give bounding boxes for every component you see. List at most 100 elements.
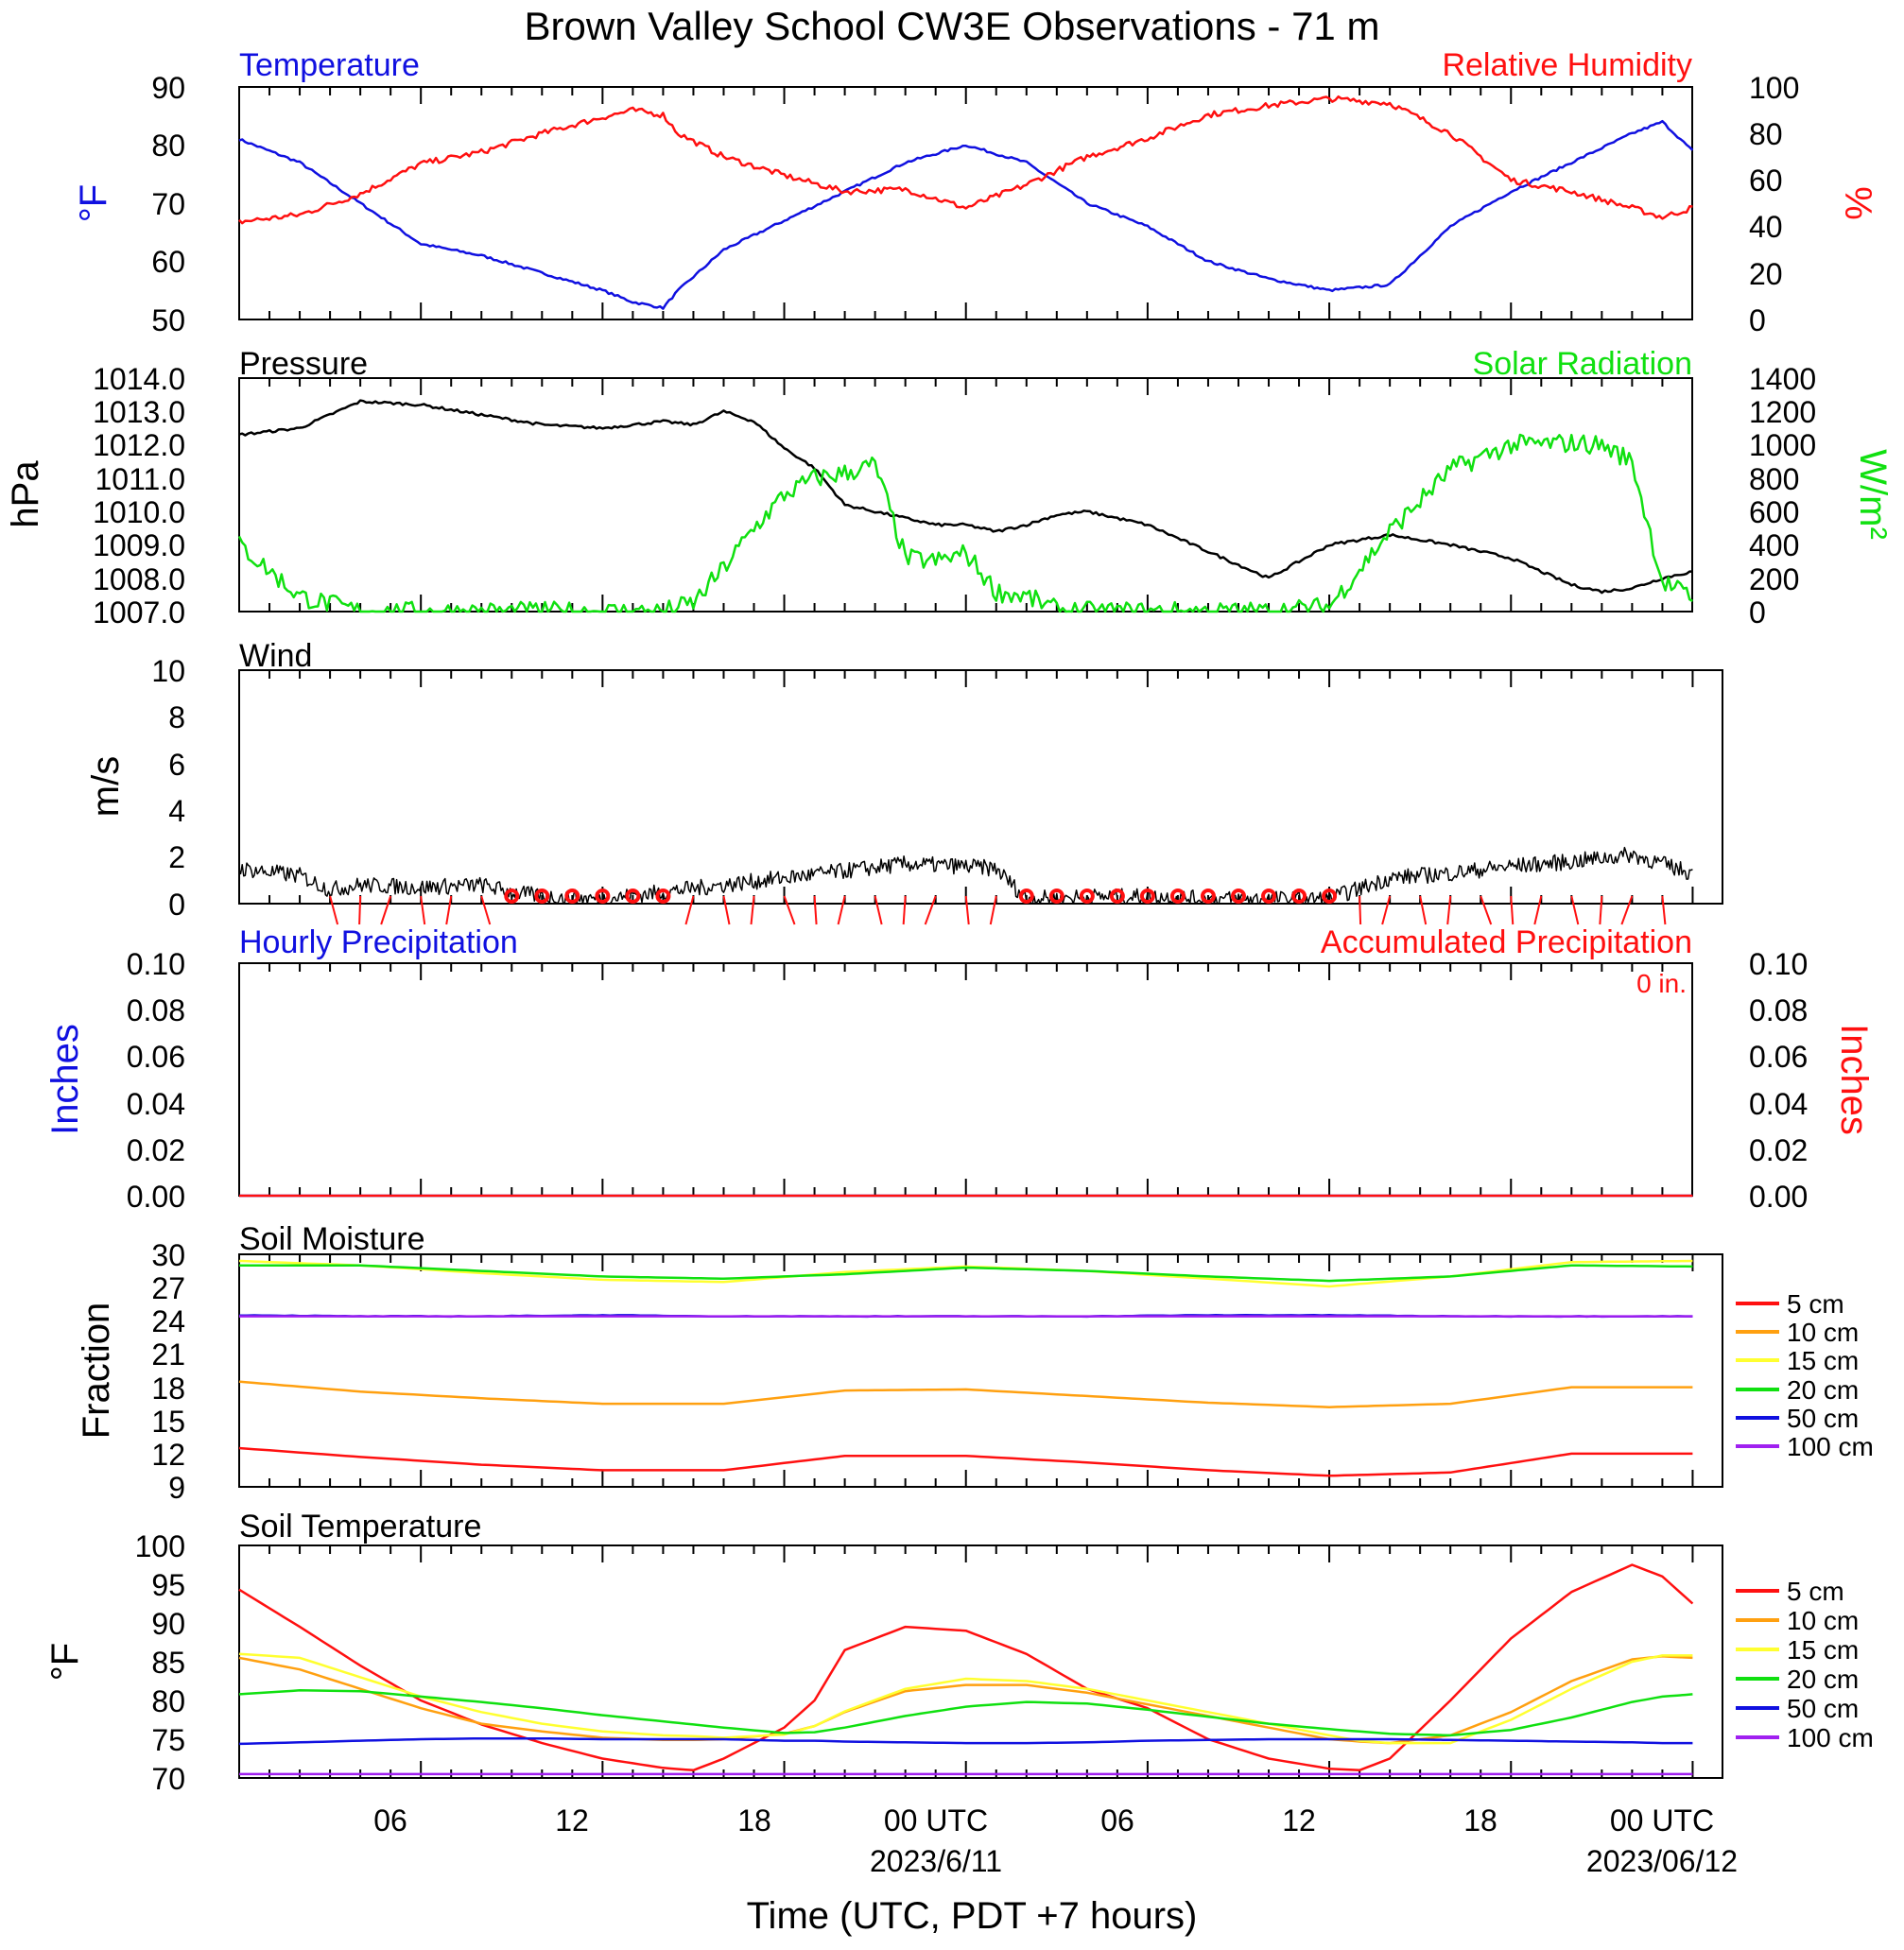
st-legend-label-10cm: 10 cm (1787, 1606, 1859, 1635)
sm-legend-label-10cm: 10 cm (1787, 1318, 1859, 1347)
wind-barb (684, 895, 695, 925)
precip-right-tick-labels: 0.10 0.08 0.06 0.04 0.02 0.00 (1749, 947, 1808, 1214)
temp-tick-70: 70 (151, 187, 185, 221)
wind-barb (1446, 895, 1452, 925)
wind-barb (813, 895, 818, 925)
wind-barb (1620, 895, 1634, 925)
solar-radiation-line (237, 433, 1693, 613)
wind-barb (750, 895, 755, 925)
solar-right-tick-labels: 1400 1200 1000 800 600 400 200 0 (1749, 362, 1816, 630)
wind-barb (722, 895, 731, 925)
temp-left-tick-labels: 90 80 70 60 50 (151, 71, 185, 337)
wind-tick-0: 0 (168, 888, 185, 922)
wind-barb (1661, 895, 1667, 925)
wind-tick-2: 2 (168, 840, 185, 874)
wind-barb (329, 895, 339, 925)
soil-temp-tick-labels: 100 95 90 85 80 75 70 (135, 1529, 185, 1796)
wind-calm-marker (595, 889, 611, 904)
sm-tick-30: 30 (151, 1238, 185, 1272)
date-label-day3: 2023/06/12 (1586, 1844, 1738, 1878)
x-tick-00utc-day2: 00 UTC (884, 1803, 988, 1838)
wind-barb (1510, 895, 1515, 925)
wind-barb (874, 895, 883, 925)
chart-title: Brown Valley School CW3E Observations - … (525, 4, 1380, 48)
wind-calm-marker (1230, 889, 1246, 904)
pressure-title: Pressure (239, 346, 368, 382)
wind-barb (902, 895, 907, 925)
wind-barb (964, 895, 970, 925)
date-label-day2: 2023/6/11 (870, 1844, 1002, 1878)
soil-moisture-tick-labels: 30 27 24 21 18 15 12 9 (151, 1238, 185, 1505)
soil-moisture-5cm-line (238, 1446, 1693, 1477)
pressure-left-tick-labels: 1014.0 1013.0 1012.0 1011.0 1010.0 1009.… (93, 362, 185, 630)
sm-tick-21: 21 (151, 1337, 185, 1372)
wind-calm-marker (534, 889, 550, 904)
sm-legend-label-5cm: 5 cm (1787, 1289, 1844, 1319)
wind-title: Wind (239, 638, 312, 674)
st-legend-label-15cm: 15 cm (1787, 1635, 1859, 1665)
st-legend-label-100cm: 100 cm (1787, 1723, 1874, 1752)
soil-moisture-20cm-line (239, 1264, 1693, 1283)
rh-tick-40: 40 (1749, 210, 1783, 244)
precip-left-tick-0.10: 0.10 (127, 947, 185, 981)
soil-temp-15cm-line (238, 1652, 1693, 1745)
wind-calm-marker (1018, 889, 1034, 904)
soil-temp-50cm-line (238, 1736, 1693, 1746)
x-tick-06-day2: 06 (1100, 1803, 1134, 1838)
temp-title: Temperature (239, 47, 420, 83)
sm-tick-9: 9 (168, 1471, 185, 1505)
wind-barb (445, 895, 453, 925)
pressure-line (238, 399, 1693, 595)
precip-left-tick-0.00: 0.00 (127, 1180, 185, 1214)
rh-tick-20: 20 (1749, 257, 1783, 291)
wind-tick-10: 10 (151, 654, 185, 688)
temperature-line (238, 119, 1694, 310)
wind-barb (358, 895, 362, 925)
wind-barb (924, 895, 937, 925)
wind-calm-marker (1139, 889, 1155, 904)
sm-legend-label-50cm: 50 cm (1787, 1404, 1859, 1433)
st-tick-100: 100 (135, 1529, 185, 1563)
wind-calm-marker (504, 889, 520, 904)
wind-barb (420, 895, 426, 925)
soil-moisture-10cm-line (238, 1380, 1693, 1408)
precip-right-tick-0.10: 0.10 (1749, 947, 1808, 981)
solar-tick-1400: 1400 (1749, 362, 1816, 396)
temp-tick-90: 90 (151, 71, 185, 105)
wind-barb (1599, 895, 1603, 925)
precip-left-tick-0.04: 0.04 (127, 1087, 185, 1121)
wind-barb (480, 895, 492, 925)
solar-tick-400: 400 (1749, 528, 1799, 562)
precip-right-tick-0.00: 0.00 (1749, 1180, 1808, 1214)
wind-barb (837, 895, 846, 925)
precip-left-tick-0.02: 0.02 (127, 1133, 185, 1167)
st-tick-90: 90 (151, 1607, 185, 1641)
x-axis-title: Time (UTC, PDT +7 hours) (747, 1895, 1198, 1937)
pressure-tick-1010: 1010.0 (93, 495, 185, 529)
solar-tick-800: 800 (1749, 462, 1799, 496)
sm-tick-12: 12 (151, 1438, 185, 1472)
wind-calm-marker (1291, 889, 1307, 904)
solar-title: Solar Radiation (1473, 346, 1692, 382)
soil-moisture-legend: 5 cm 10 cm 15 cm 20 cm 50 cm 100 cm (1736, 1289, 1874, 1461)
pressure-tick-1011: 1011.0 (95, 462, 186, 496)
precip-left-tick-labels: 0.10 0.08 0.06 0.04 0.02 0.00 (127, 947, 185, 1214)
wind-speed-line (238, 846, 1693, 905)
wind-calm-marker (1109, 889, 1125, 904)
precip-right-tick-0.06: 0.06 (1749, 1040, 1808, 1074)
st-tick-85: 85 (151, 1646, 185, 1680)
solar-tick-600: 600 (1749, 495, 1799, 529)
st-tick-80: 80 (151, 1684, 185, 1718)
sm-tick-15: 15 (151, 1405, 185, 1439)
wind-unit-label: m/s (85, 756, 127, 817)
st-tick-75: 75 (151, 1723, 185, 1757)
temp-tick-60: 60 (151, 245, 185, 279)
accum-precip-title: Accumulated Precipitation (1321, 924, 1692, 960)
soil-temp-frame (238, 1544, 1723, 1779)
wind-calm-marker (1322, 889, 1338, 904)
pressure-tick-1008: 1008.0 (93, 562, 185, 596)
solar-unit-label: W/m² (1852, 449, 1894, 540)
wind-barb (989, 895, 997, 925)
relative-humidity-line (238, 95, 1693, 225)
sm-tick-18: 18 (151, 1372, 185, 1406)
